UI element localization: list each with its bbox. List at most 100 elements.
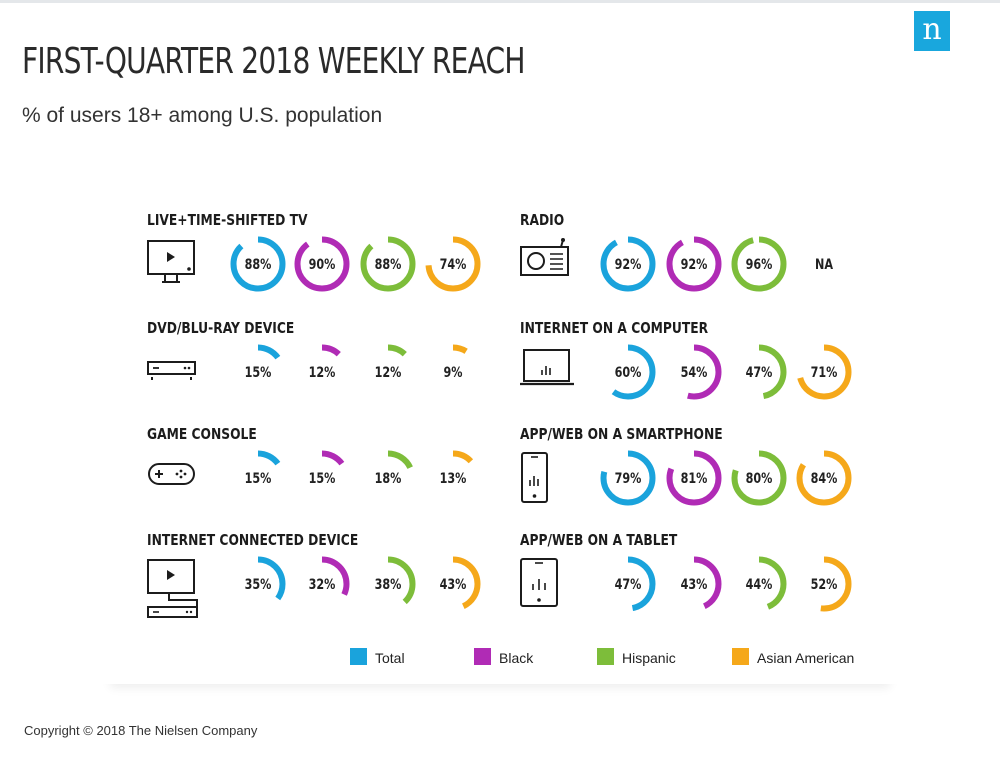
dvd-player-icon xyxy=(147,361,196,380)
value-label-total: 15% xyxy=(245,470,272,487)
donut-arc-black xyxy=(294,556,350,612)
value-label-black: 92% xyxy=(681,256,708,273)
donut-arc-black xyxy=(294,236,350,292)
value-label-hispanic: 12% xyxy=(375,364,402,381)
tablet-icon xyxy=(520,558,558,607)
value-label-black: 43% xyxy=(681,576,708,593)
category-internet-connected-device: INTERNET CONNECTED DEVICE 35% 32% 38% 43% xyxy=(147,532,481,618)
category-label: RADIO xyxy=(520,212,564,229)
donut-arc-asian-american xyxy=(425,556,481,612)
donut-arc-total xyxy=(600,236,656,292)
donut-arc-total xyxy=(230,450,286,506)
category-app-web-on-a-tablet: APP/WEB ON A TABLET 47% 43% 44% 52% xyxy=(520,532,852,612)
legend-item-hispanic: Hispanic xyxy=(597,648,676,666)
legend-label: Asian American xyxy=(757,650,854,666)
donut-arc-black xyxy=(294,344,350,400)
category-label: APP/WEB ON A SMARTPHONE xyxy=(520,426,723,443)
donut-arc-asian-american xyxy=(425,450,481,506)
legend-item-total: Total xyxy=(350,648,405,666)
value-label-asian-american: 71% xyxy=(811,364,838,381)
value-label-black: 90% xyxy=(309,256,336,273)
legend: Total Black Hispanic Asian American xyxy=(350,648,854,666)
page-title: FIRST-QUARTER 2018 WEEKLY REACH xyxy=(22,41,526,82)
copyright-notice: Copyright © 2018 The Nielsen Company xyxy=(24,723,258,738)
top-border xyxy=(0,0,1000,3)
laptop-icon xyxy=(520,349,574,386)
donut-arc-total xyxy=(230,556,286,612)
legend-swatch xyxy=(474,648,491,665)
value-label-hispanic: 38% xyxy=(375,576,402,593)
value-label-total: 79% xyxy=(615,470,642,487)
value-label-asian-american: 84% xyxy=(811,470,838,487)
legend-item-black: Black xyxy=(474,648,534,666)
value-label-total: 35% xyxy=(245,576,272,593)
category-internet-on-a-computer: INTERNET ON A COMPUTER 60% 54% 47% 71% xyxy=(520,320,852,400)
donut-arc-hispanic xyxy=(731,344,787,400)
category-label: GAME CONSOLE xyxy=(147,426,257,443)
value-label-asian-american: 13% xyxy=(440,470,467,487)
category-app-web-on-a-smartphone: APP/WEB ON A SMARTPHONE 79% 81% 80% 84% xyxy=(520,426,852,506)
legend-label: Black xyxy=(499,650,534,666)
radio-icon xyxy=(520,238,569,276)
category-label: INTERNET ON A COMPUTER xyxy=(520,320,709,337)
value-label-asian-american: 52% xyxy=(811,576,838,593)
legend-swatch xyxy=(597,648,614,665)
category-live-time-shifted-tv: LIVE+TIME-SHIFTED TV 88% 90% 88% 74% xyxy=(147,212,481,292)
category-label: LIVE+TIME-SHIFTED TV xyxy=(147,212,308,229)
donut-arc-asian-american xyxy=(425,344,481,400)
donut-arc-total xyxy=(230,236,286,292)
value-label-asian-american: 74% xyxy=(440,256,467,273)
donut-arc-black xyxy=(666,236,722,292)
donut-arc-total xyxy=(600,450,656,506)
category-label: APP/WEB ON A TABLET xyxy=(520,532,678,549)
category-label: INTERNET CONNECTED DEVICE xyxy=(147,532,358,549)
donut-arc-total xyxy=(600,556,656,612)
value-label-total: 92% xyxy=(615,256,642,273)
value-label-total: 60% xyxy=(615,364,642,381)
donut-arc-hispanic xyxy=(360,556,416,612)
donut-arc-black xyxy=(666,344,722,400)
smartphone-icon xyxy=(521,452,548,503)
page-subtitle: % of users 18+ among U.S. population xyxy=(22,104,383,127)
category-game-console: GAME CONSOLE 15% 15% 18% 13% xyxy=(147,426,481,506)
category-dvd-blu-ray-device: DVD/BLU-RAY DEVICE 15% 12% 12% 9% xyxy=(147,320,481,400)
legend-label: Total xyxy=(375,650,405,666)
donut-arc-total xyxy=(230,344,286,400)
value-label-black: 54% xyxy=(681,364,708,381)
legend-label: Hispanic xyxy=(622,650,676,666)
value-label-hispanic: 96% xyxy=(746,256,773,273)
tv-icon xyxy=(147,240,195,283)
connected-device-icon xyxy=(147,559,198,618)
value-label-black: 12% xyxy=(309,364,336,381)
value-label-hispanic: 88% xyxy=(375,256,402,273)
donut-arc-hispanic xyxy=(360,450,416,506)
donut-arc-asian-american xyxy=(796,450,852,506)
donut-arc-asian-american xyxy=(425,236,481,292)
legend-swatch xyxy=(732,648,749,665)
value-label-black: 32% xyxy=(309,576,336,593)
value-label-total: 88% xyxy=(245,256,272,273)
value-label-total: 15% xyxy=(245,364,272,381)
value-label-asian-american: 43% xyxy=(440,576,467,593)
gamepad-icon xyxy=(148,463,195,485)
value-label-hispanic: 18% xyxy=(375,470,402,487)
donut-arc-asian-american xyxy=(796,344,852,400)
category-label: DVD/BLU-RAY DEVICE xyxy=(147,320,294,337)
value-label-hispanic: 80% xyxy=(746,470,773,487)
donut-arc-black xyxy=(666,556,722,612)
legend-item-asian-american: Asian American xyxy=(732,648,854,666)
nielsen-logo: n xyxy=(914,11,950,51)
value-label-black: 15% xyxy=(309,470,336,487)
value-label-hispanic: 47% xyxy=(746,364,773,381)
donut-arc-hispanic xyxy=(731,450,787,506)
value-label-black: 81% xyxy=(681,470,708,487)
donut-arc-black xyxy=(666,450,722,506)
value-label-asian-american: 9% xyxy=(444,364,463,381)
donut-arc-hispanic xyxy=(731,556,787,612)
donut-arc-hispanic xyxy=(731,236,787,292)
category-radio: RADIO 92% 92% 96% NA xyxy=(520,212,833,292)
value-label-hispanic: 44% xyxy=(746,576,773,593)
donut-arc-hispanic xyxy=(360,344,416,400)
donut-arc-total xyxy=(600,344,656,400)
